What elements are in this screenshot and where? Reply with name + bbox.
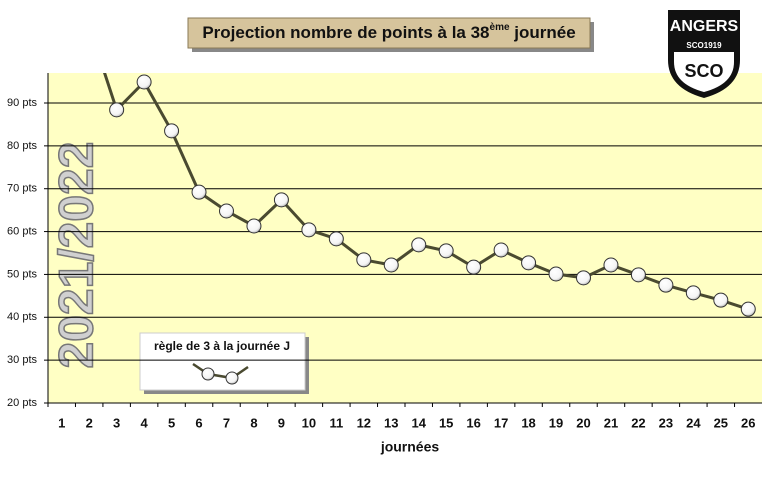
point — [740, 301, 756, 317]
x-tick-label: 7 — [223, 415, 230, 430]
title-end: journée — [510, 23, 576, 42]
legend-frame — [139, 332, 306, 391]
x-tick-label: 11 — [329, 415, 343, 430]
x-tick-label: 14 — [411, 415, 426, 430]
point — [603, 257, 619, 273]
x-tick-label: 5 — [168, 415, 175, 430]
title-main: Projection nombre de points à la 38 — [202, 23, 489, 42]
point — [356, 252, 372, 268]
point — [548, 266, 564, 282]
logo-banner: SCO1919 — [686, 41, 722, 50]
y-tick-label: 70 pts — [7, 183, 37, 195]
x-tick-label: 17 — [494, 415, 508, 430]
x-tick-label: 1 — [58, 415, 65, 430]
x-tick-label: 21 — [604, 415, 618, 430]
x-tick-label: 13 — [384, 415, 398, 430]
point — [109, 102, 125, 118]
point — [438, 243, 454, 259]
x-tick-label: 9 — [278, 415, 285, 430]
y-tick-label: 60 pts — [7, 225, 37, 237]
legend-box: règle de 3 à la journée J — [139, 332, 309, 394]
point — [658, 277, 674, 293]
logo: ANGERS SCO1919 SCO — [668, 10, 740, 98]
legend-marker — [225, 371, 239, 385]
y-tick-label: 50 pts — [7, 268, 37, 280]
x-tick-label: 18 — [521, 415, 535, 430]
x-tick-label: 20 — [576, 415, 590, 430]
x-tick-label: 23 — [659, 415, 673, 430]
x-tick-label: 15 — [439, 415, 453, 430]
point — [301, 222, 317, 238]
x-tick-label: 6 — [195, 415, 202, 430]
point — [521, 255, 537, 271]
legend-note: règle de 3 à la journée J — [154, 339, 290, 353]
y-tick-label: 80 pts — [7, 140, 37, 152]
point — [411, 237, 427, 253]
title-box — [187, 17, 591, 49]
y-tick-label: 30 pts — [7, 354, 37, 366]
x-tick-label: 8 — [250, 415, 257, 430]
point — [164, 123, 180, 139]
x-tick-label: 3 — [113, 415, 120, 430]
point — [576, 270, 591, 286]
x-tick-label: 10 — [302, 415, 316, 430]
point — [328, 231, 344, 247]
title-sup: ème — [490, 22, 510, 33]
chart-title: Projection nombre de points à la 38ème j… — [202, 22, 575, 43]
x-tick-label: 4 — [140, 415, 148, 430]
x-tick-label: 16 — [466, 415, 480, 430]
logo-inner — [674, 52, 734, 92]
y-tick-label: 90 pts — [7, 97, 37, 109]
point — [82, 19, 96, 33]
point — [466, 259, 482, 275]
point — [191, 184, 207, 200]
point — [685, 285, 701, 301]
x-tick-label: 25 — [714, 415, 728, 430]
x-tick-label: 2 — [86, 415, 93, 430]
x-tick-label: 26 — [741, 415, 755, 430]
x-axis-label: journées — [380, 439, 440, 455]
point — [383, 257, 399, 273]
legend-line — [192, 362, 249, 380]
point — [246, 218, 262, 234]
x-tick-label: 12 — [357, 415, 371, 430]
y-tick-label: 40 pts — [7, 311, 37, 323]
point — [273, 192, 289, 208]
y-tick-label: 20 pts — [7, 397, 37, 409]
point — [493, 242, 509, 258]
logo-initials: SCO — [684, 61, 723, 81]
logo-name: ANGERS — [670, 18, 739, 35]
x-tick-label: 22 — [631, 415, 645, 430]
point — [136, 74, 152, 90]
x-tick-label: 24 — [686, 415, 701, 430]
point — [713, 292, 729, 308]
legend-marker — [201, 367, 215, 381]
x-tick-label: 19 — [549, 415, 563, 430]
point — [219, 203, 234, 219]
series — [82, 19, 756, 317]
season-watermark: 2021/2022 — [51, 142, 104, 369]
point — [630, 267, 646, 283]
